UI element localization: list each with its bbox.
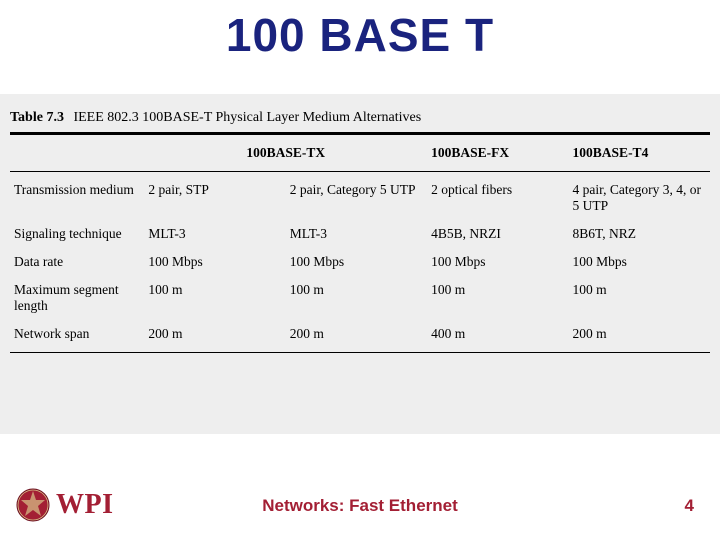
table-cell: 2 optical fibers	[427, 176, 568, 220]
table-cell: 100 m	[569, 276, 710, 320]
table-cell: 100 Mbps	[427, 248, 568, 276]
table-header-row: 100BASE-TX 100BASE-FX 100BASE-T4	[10, 139, 710, 167]
row-label: Maximum segment length	[10, 276, 144, 320]
table-cell: 4B5B, NRZI	[427, 220, 568, 248]
table-row: Signaling techniqueMLT-3MLT-34B5B, NRZI8…	[10, 220, 710, 248]
table-cell: 100 m	[144, 276, 285, 320]
table-caption: Table 7.3 IEEE 802.3 100BASE-T Physical …	[10, 110, 710, 126]
table-cell: 2 pair, Category 5 UTP	[286, 176, 427, 220]
table-header-cell: 100BASE-TX	[144, 139, 427, 167]
table-body: Transmission medium2 pair, STP2 pair, Ca…	[10, 176, 710, 348]
row-label: Signaling technique	[10, 220, 144, 248]
row-label: Data rate	[10, 248, 144, 276]
slide-footer: WPI Networks: Fast Ethernet 4	[0, 468, 720, 522]
spec-table-body: Transmission medium2 pair, STP2 pair, Ca…	[10, 176, 710, 348]
table-cell: 100 m	[427, 276, 568, 320]
table-cell: 100 Mbps	[569, 248, 710, 276]
table-cell: 200 m	[144, 320, 285, 348]
table-header-cell	[10, 139, 144, 167]
table-cell: 400 m	[427, 320, 568, 348]
table-cell: MLT-3	[286, 220, 427, 248]
table-cell: 8B6T, NRZ	[569, 220, 710, 248]
table-header-cell: 100BASE-FX	[427, 139, 568, 167]
rule-mid	[10, 171, 710, 172]
table-cell: 200 m	[569, 320, 710, 348]
table-row: Transmission medium2 pair, STP2 pair, Ca…	[10, 176, 710, 220]
rule-top	[10, 132, 710, 135]
table-cell: 100 Mbps	[286, 248, 427, 276]
row-label: Transmission medium	[10, 176, 144, 220]
table-cell: 200 m	[286, 320, 427, 348]
row-label: Network span	[10, 320, 144, 348]
table-cell: 100 m	[286, 276, 427, 320]
footer-text: Networks: Fast Ethernet	[0, 496, 720, 516]
table-figure: Table 7.3 IEEE 802.3 100BASE-T Physical …	[0, 94, 720, 434]
table-row: Data rate100 Mbps100 Mbps100 Mbps100 Mbp…	[10, 248, 710, 276]
table-row: Maximum segment length100 m100 m100 m100…	[10, 276, 710, 320]
slide: 100 BASE T Table 7.3 IEEE 802.3 100BASE-…	[0, 0, 720, 540]
table-cell: 2 pair, STP	[144, 176, 285, 220]
table-title: IEEE 802.3 100BASE-T Physical Layer Medi…	[73, 110, 421, 125]
table-head: 100BASE-TX 100BASE-FX 100BASE-T4	[10, 139, 710, 167]
table-label: Table 7.3	[10, 110, 64, 125]
table-cell: 4 pair, Category 3, 4, or 5 UTP	[569, 176, 710, 220]
table-cell: MLT-3	[144, 220, 285, 248]
table-row: Network span200 m200 m400 m200 m	[10, 320, 710, 348]
table-header-cell: 100BASE-T4	[569, 139, 710, 167]
slide-title: 100 BASE T	[0, 8, 720, 62]
spec-table: 100BASE-TX 100BASE-FX 100BASE-T4	[10, 139, 710, 167]
rule-bottom	[10, 352, 710, 353]
page-number: 4	[685, 496, 694, 516]
table-cell: 100 Mbps	[144, 248, 285, 276]
